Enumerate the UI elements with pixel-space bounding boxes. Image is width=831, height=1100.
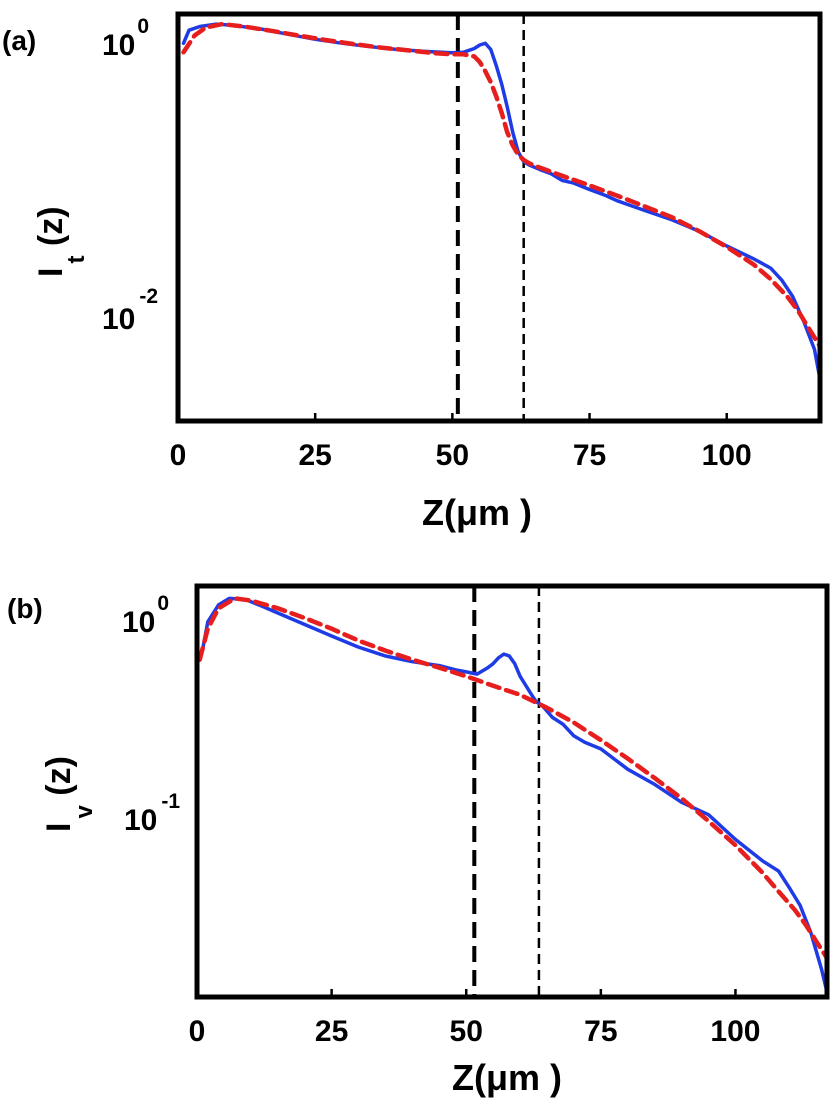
panel-b-xlabel: Z(μm ) <box>452 1057 562 1098</box>
panel-b-xtick-label-25: 25 <box>315 1015 348 1048</box>
panel-a-plot-area <box>181 14 820 421</box>
panel-b-plot-area <box>197 586 827 997</box>
panel-a-ylabel: It (z) <box>32 206 90 277</box>
panel-b-xtick-label-0: 0 <box>189 1015 206 1048</box>
panel-b-ylabel: Iv (z) <box>40 756 98 832</box>
panel-b: (b) 0 25 50 75 100 100 10-1 Iv (z) Z(μm ) <box>7 583 830 1098</box>
panel-a-ytick-label-10e0: 100 <box>102 15 149 62</box>
panel-b-series-blue-solid <box>200 596 827 994</box>
panel-b-ytick-label-10e0: 100 <box>122 592 169 639</box>
panel-b-xtick-label-100: 100 <box>710 1015 760 1048</box>
panel-a-axes-box <box>175 11 823 424</box>
panel-a-xtick-label-50: 50 <box>436 439 469 472</box>
panel-b-xtick-label-75: 75 <box>584 1015 617 1048</box>
panel-b-xtick-label-50: 50 <box>450 1015 483 1048</box>
panel-a-label: (a) <box>2 25 36 56</box>
panel-b-x-ticks: 0 25 50 75 100 <box>189 989 760 1048</box>
panel-b-ytick-label-10e-1: 10-1 <box>124 790 180 837</box>
panel-a-xlabel: Z(μm ) <box>422 492 532 533</box>
panel-a-xtick-label-100: 100 <box>702 439 752 472</box>
panel-b-series-red-dashed <box>197 596 827 961</box>
panel-a-series-red-dashed <box>181 21 820 349</box>
panel-a-ytick-label-10e-2: 10-2 <box>102 285 158 336</box>
panel-a-series-blue-solid <box>181 22 820 381</box>
panel-b-label: (b) <box>7 593 43 624</box>
panel-a-xtick-label-25: 25 <box>298 439 331 472</box>
panel-a-xtick-label-0: 0 <box>170 439 187 472</box>
panel-a-xtick-label-75: 75 <box>573 439 606 472</box>
panel-b-axes-box <box>194 583 830 1000</box>
panel-a-x-ticks: 0 25 50 75 100 <box>170 413 752 472</box>
panel-a: (a) 0 25 50 75 100 100 10-2 It (z) Z(μm ) <box>2 11 823 533</box>
